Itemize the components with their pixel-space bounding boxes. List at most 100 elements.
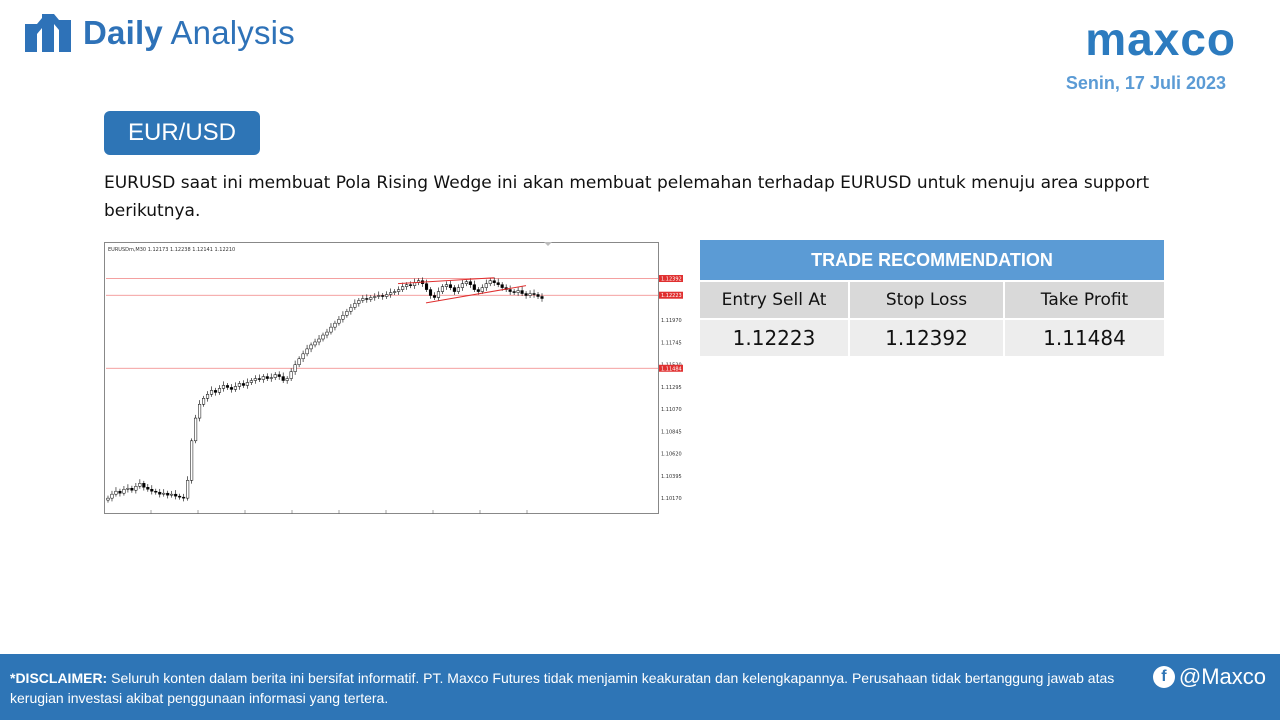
candle-body [209, 390, 214, 395]
candle-body [492, 280, 496, 283]
candle-body [106, 497, 110, 501]
candle-body [432, 295, 437, 298]
candle-body [233, 386, 237, 390]
candle-body [289, 371, 293, 379]
candles [106, 277, 544, 503]
candle-body [516, 290, 520, 293]
candle-body [472, 284, 476, 290]
price-tick-label: 1.10845 [661, 429, 682, 435]
candle-body [452, 287, 456, 292]
candle-body [269, 377, 273, 379]
candle-body [245, 382, 249, 386]
price-tick-label: 1.11295 [661, 385, 682, 391]
price-tick-label: 1.12392 [661, 277, 682, 283]
candle-body [221, 385, 226, 389]
candle-body [393, 291, 397, 293]
candle-body [428, 289, 433, 296]
candle-body [357, 300, 361, 304]
price-tick-label: 1.11070 [661, 407, 682, 413]
social-handle[interactable]: f @Maxco [1152, 664, 1266, 690]
candle-body [202, 398, 206, 405]
price-tick-label: 1.11484 [661, 366, 682, 372]
maxco-logo[interactable]: maxco [1085, 13, 1236, 65]
shift-marker [544, 242, 552, 246]
level-price-tag [659, 291, 683, 299]
candle-body [150, 488, 154, 492]
candle-body [405, 284, 409, 287]
candle-body [345, 311, 349, 316]
candle-body [397, 289, 401, 292]
report-date: Senin, 17 Juli 2023 [1065, 73, 1226, 93]
candle-body [520, 290, 524, 294]
time-ticks [150, 510, 528, 514]
candle-body [273, 374, 277, 378]
take-profit-value: 1.11484 [1005, 318, 1164, 356]
candle-body [265, 376, 269, 379]
candle-body [313, 341, 317, 346]
candle-body [341, 315, 345, 320]
candle-body [122, 488, 126, 494]
level-price-tag [659, 364, 683, 372]
level-price-tag [659, 275, 683, 283]
candle-body [297, 358, 301, 365]
candle-body [464, 281, 468, 284]
candle-body [385, 294, 389, 297]
candle-body [444, 284, 448, 287]
price-tick-label: 1.10170 [661, 496, 682, 502]
candle-body [512, 291, 516, 293]
candle-body [257, 378, 261, 380]
entry-value: 1.12223 [700, 318, 850, 356]
candle-body [488, 280, 492, 284]
candle-body [217, 388, 222, 393]
price-axis: 1.123921.122231.119701.117451.115201.114… [659, 275, 683, 502]
wedge-upper-line [397, 277, 495, 285]
footer: *DISCLAIMER: Seluruh konten dalam berita… [0, 654, 1280, 720]
analysis-description: EURUSD saat ini membuat Pola Rising Wedg… [104, 173, 1150, 221]
candle-body [424, 283, 429, 290]
candle-body [389, 292, 393, 295]
candle-body [241, 383, 245, 386]
price-tick-label: 1.11970 [661, 318, 682, 324]
candle-body [496, 282, 500, 285]
candle-body [321, 334, 325, 340]
candle-body [118, 490, 122, 494]
candle-body [377, 295, 381, 297]
candle-body [249, 380, 253, 383]
candle-body [349, 307, 353, 312]
plot-frame [104, 242, 659, 514]
candle-body [536, 294, 540, 297]
candle-body [166, 492, 170, 496]
candle-body [293, 364, 297, 372]
candle-body [528, 293, 532, 296]
candle-body [448, 284, 452, 288]
candle-body [114, 490, 118, 495]
rising-wedge [397, 277, 527, 304]
stop-loss-label: Stop Loss [850, 280, 1005, 318]
candle-body [373, 296, 377, 298]
candle-body [138, 483, 142, 487]
candle-body [329, 326, 333, 333]
candle-body [524, 293, 528, 296]
candle-body [301, 353, 305, 360]
candle-body [468, 281, 472, 285]
candle-body [142, 483, 146, 488]
candle-body [317, 338, 321, 343]
candle-body [146, 487, 150, 490]
price-tick-label: 1.10395 [661, 474, 682, 480]
price-chart: EURUSDm,M30 1.12173 1.12238 1.12141 1.12… [104, 242, 685, 515]
candle-body [353, 303, 357, 308]
candle-body [460, 283, 464, 288]
candle-body [205, 394, 210, 399]
stop-loss-value: 1.12392 [850, 318, 1005, 356]
candle-body [225, 385, 229, 388]
candle-body [532, 293, 536, 295]
candle-body [213, 390, 218, 393]
candle-body [237, 383, 241, 387]
candle-body [309, 344, 313, 350]
candle-body [170, 493, 174, 496]
trade-heading: TRADE RECOMMENDATION [700, 240, 1164, 280]
trade-labels-row: Entry Sell At Stop Loss Take Profit [700, 280, 1164, 318]
candle-body [281, 376, 285, 381]
trade-recommendation: TRADE RECOMMENDATION Entry Sell At Stop … [700, 240, 1164, 356]
candle-body [500, 284, 504, 288]
